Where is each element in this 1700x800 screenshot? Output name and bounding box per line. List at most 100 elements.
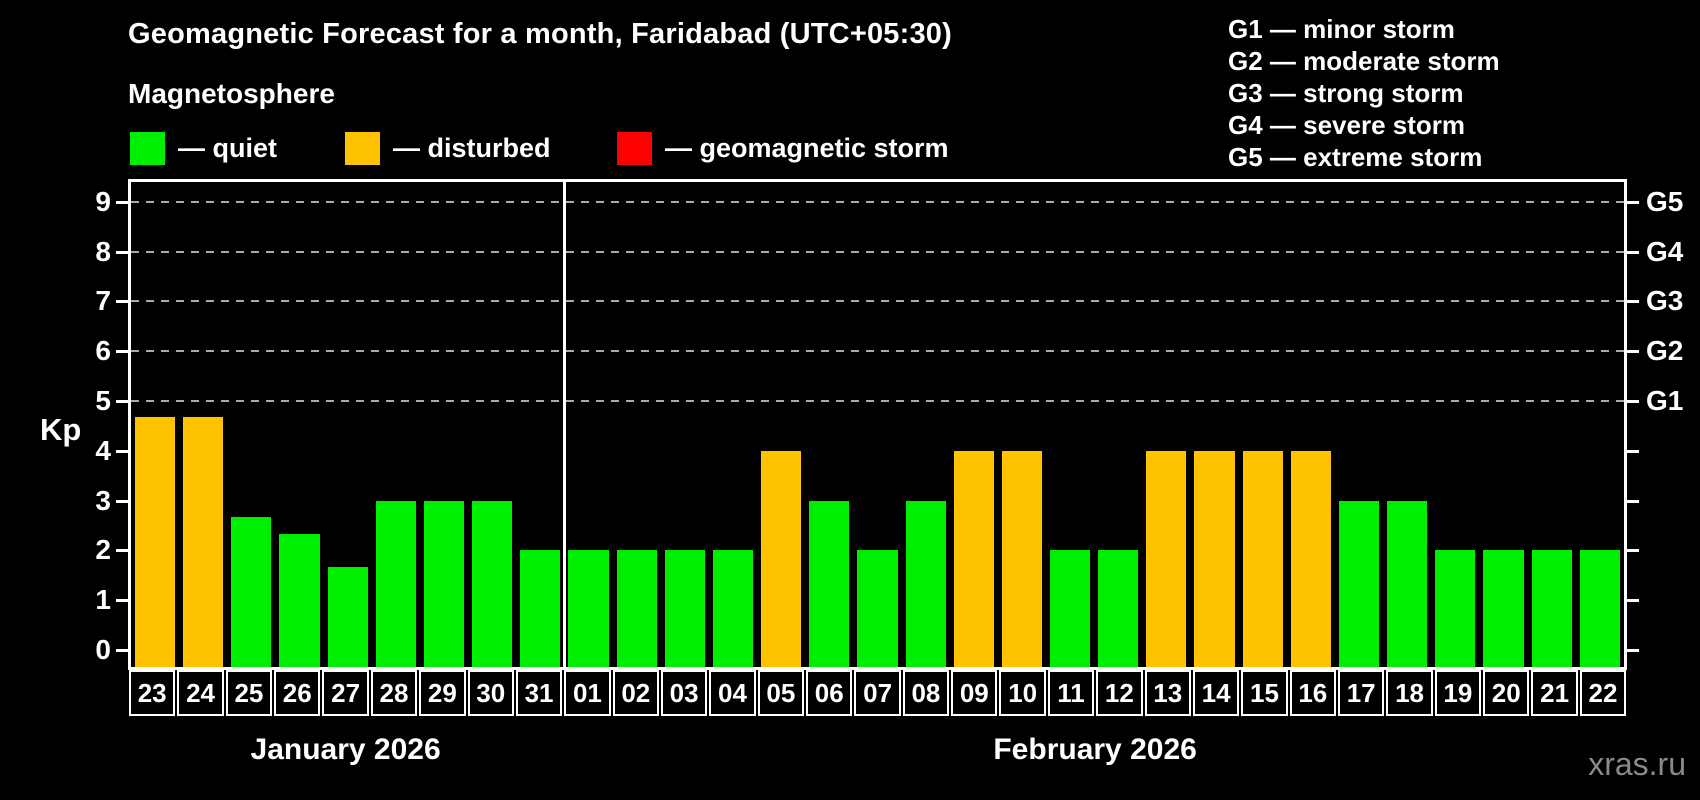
kp-bar-day-04 (712, 550, 754, 667)
bar-slot-15 (1239, 182, 1287, 667)
storm-scale-line-g4: G4 — severe storm (1228, 110, 1466, 140)
bar-slot-06 (805, 182, 853, 667)
kp-bar-day-02 (616, 550, 657, 667)
bar-slot-01 (564, 182, 612, 667)
kp-bar-day-14 (1194, 450, 1235, 667)
magnetosphere-legend-title: Magnetosphere (128, 78, 335, 109)
g-axis-label-g1: G1 (1646, 385, 1684, 416)
day-label-31: 31 (515, 670, 563, 716)
day-label-03: 03 (660, 670, 708, 716)
bar-slot-03 (661, 182, 709, 667)
day-label-28: 28 (370, 670, 418, 716)
bar-slot-24 (179, 182, 227, 667)
bar-slot-02 (613, 182, 661, 667)
kp-bar-day-08 (905, 500, 946, 667)
gridline-kp-6 (131, 350, 1624, 353)
storm-scale-line-g1: G1 — minor storm (1228, 14, 1455, 44)
bar-slot-26 (275, 182, 323, 667)
g-axis-label-g2: G2 (1646, 335, 1684, 367)
day-label-15: 15 (1241, 670, 1288, 716)
left-tick-kp-6 (116, 350, 128, 354)
day-label-10: 10 (999, 670, 1046, 716)
day-label-18: 18 (1386, 670, 1433, 716)
bar-slot-19 (1431, 182, 1479, 667)
bar-slot-05 (757, 182, 805, 667)
kp-bar-day-19 (1435, 550, 1476, 667)
legend-item-0: — quiet (130, 130, 277, 166)
bar-slot-18 (1383, 182, 1431, 667)
day-label-21: 21 (1531, 670, 1578, 716)
kp-bar-day-31 (520, 550, 561, 667)
bar-slot-29 (420, 182, 468, 667)
bar-slot-10 (998, 182, 1046, 667)
kp-bar-day-23 (135, 417, 176, 667)
day-label-19: 19 (1434, 670, 1482, 716)
kp-bar-day-29 (423, 500, 465, 667)
bar-slot-28 (372, 182, 420, 667)
g-axis-label-g3: G3 (1646, 285, 1684, 317)
y-axis-label-9: 9 (95, 185, 111, 217)
day-label-27: 27 (322, 670, 369, 716)
bar-slot-14 (1190, 182, 1238, 667)
bar-slot-22 (1576, 182, 1624, 667)
left-tick-kp-7 (116, 300, 128, 304)
bar-slot-11 (1046, 182, 1094, 667)
day-label-13: 13 (1144, 670, 1191, 716)
right-tick-kp-1 (1627, 599, 1639, 603)
day-label-25: 25 (225, 670, 273, 716)
y-axis-label-6: 6 (95, 335, 111, 367)
kp-bar-day-13 (1146, 450, 1187, 667)
y-axis-label-8: 8 (95, 235, 111, 267)
kp-bar-day-12 (1098, 550, 1139, 667)
bar-slot-30 (468, 182, 516, 667)
plot-area: 0 1 2 3 4 5 6 7 8 9 G1 G2 G3 G4 G5 (95, 179, 1683, 670)
left-tick-kp-4 (116, 449, 128, 453)
kp-bar-day-10 (1001, 450, 1042, 667)
kp-bar-day-27 (327, 566, 368, 667)
bar-slot-08 (902, 182, 950, 667)
day-label-04: 04 (709, 670, 756, 716)
day-label-06: 06 (806, 670, 853, 716)
day-label-08: 08 (902, 670, 950, 716)
day-label-22: 22 (1579, 670, 1627, 716)
month-label-january: January 2026 (250, 733, 441, 766)
bars-row (131, 182, 1624, 667)
chart-title: Geomagnetic Forecast for a month, Farida… (128, 18, 952, 50)
kp-bar-day-25 (231, 517, 272, 667)
gridline-kp-5 (131, 400, 1624, 402)
y-axis-label-3: 3 (95, 484, 111, 516)
day-label-16: 16 (1289, 670, 1336, 716)
right-tick-kp-7 (1627, 300, 1639, 304)
legend-swatch-icon (617, 131, 652, 165)
kp-bar-day-15 (1242, 450, 1283, 667)
y-axis-label-5: 5 (95, 385, 111, 416)
kp-bar-day-09 (953, 450, 994, 667)
day-label-24: 24 (177, 670, 224, 716)
day-labels-row: 23 24 25 26 27 28 29 30 31 01 02 03 04 05 06 07 08 09 10 11… (128, 670, 1627, 716)
left-tick-kp-3 (116, 499, 128, 503)
right-tick-kp-8 (1627, 250, 1639, 254)
kp-bar-day-22 (1579, 550, 1620, 667)
bar-slot-23 (131, 182, 179, 667)
storm-scale-legend: G1 — minor storm G2 — moderate storm G3 — … (1228, 13, 1500, 173)
day-label-30: 30 (467, 670, 514, 716)
day-label-07: 07 (854, 670, 901, 716)
y-axis-label-4: 4 (95, 434, 111, 466)
kp-bar-day-26 (279, 534, 320, 667)
bar-slot-31 (516, 182, 564, 667)
day-label-09: 09 (951, 670, 998, 716)
legend-swatch-icon (130, 131, 165, 165)
bar-slot-04 (709, 182, 757, 667)
day-label-23: 23 (129, 670, 176, 716)
bar-slot-07 (853, 182, 901, 667)
g-axis-label-g4: G4 (1646, 235, 1684, 267)
left-tick-kp-8 (116, 250, 128, 254)
left-tick-kp-5 (116, 400, 128, 403)
kp-bar-day-28 (375, 500, 416, 667)
day-label-14: 14 (1192, 670, 1240, 716)
right-tick-kp-2 (1627, 549, 1639, 553)
magnetosphere-legend: — quiet — disturbed — geomagnetic storm (0, 130, 1700, 170)
right-tick-kp-6 (1627, 350, 1639, 354)
left-tick-kp-2 (116, 549, 128, 553)
y-axis-label-1: 1 (95, 584, 111, 616)
